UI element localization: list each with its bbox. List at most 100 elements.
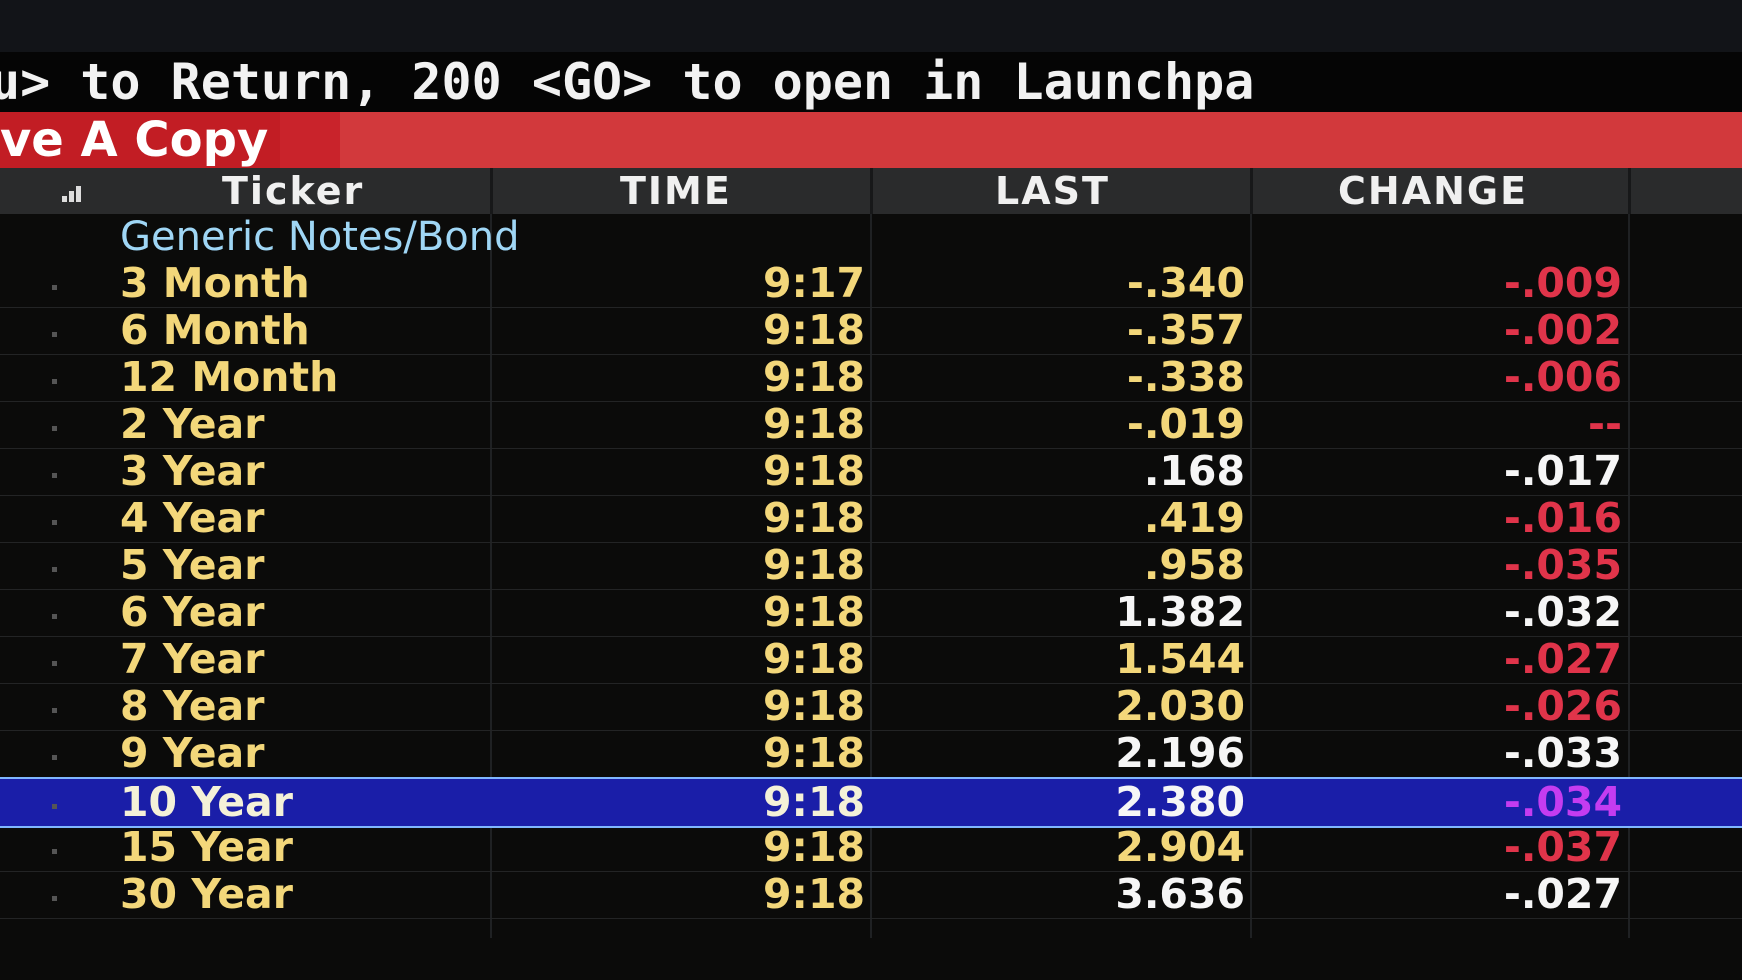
last: 2.380	[1115, 778, 1245, 826]
table-row: 6 Month 9:18 -.357 -.002	[0, 307, 1742, 355]
change: -.002	[1503, 306, 1622, 354]
time: 9:18	[763, 353, 865, 401]
time: 9:18	[763, 778, 865, 826]
ticker: 10 Year	[120, 778, 293, 826]
table-row: 30 Year 9:18 3.636 -.027	[0, 871, 1742, 919]
column-separator	[490, 168, 492, 938]
sort-icon	[62, 186, 81, 202]
time: 9:18	[763, 729, 865, 777]
last: -.019	[1126, 400, 1245, 448]
time: 9:18	[763, 870, 865, 918]
change: -.032	[1503, 588, 1622, 636]
time: 9:18	[763, 447, 865, 495]
table-row: 3 Year 9:18 .168 -.017	[0, 448, 1742, 496]
table-row: 15 Year 9:18 2.904 -.037	[0, 824, 1742, 872]
row-marker	[52, 849, 57, 854]
ticker: 6 Month	[120, 306, 310, 354]
time: 9:18	[763, 494, 865, 542]
last: 2.904	[1115, 823, 1245, 871]
change: -.027	[1503, 870, 1622, 918]
row-marker	[52, 567, 57, 572]
change: -.034	[1503, 778, 1622, 826]
last: 1.544	[1115, 635, 1245, 683]
ticker: 3 Month	[120, 259, 310, 307]
header-separator	[1250, 168, 1253, 214]
ticker: 2 Year	[120, 400, 265, 448]
time: 9:18	[763, 682, 865, 730]
ticker: 7 Year	[120, 635, 265, 683]
ticker: 8 Year	[120, 682, 265, 730]
last: -.357	[1126, 306, 1245, 354]
row-marker	[52, 755, 57, 760]
header-separator	[490, 168, 493, 214]
last: .419	[1143, 494, 1245, 542]
ticker: 4 Year	[120, 494, 265, 542]
column-separator	[1250, 168, 1252, 938]
row-marker	[52, 285, 57, 290]
column-header: TIME	[620, 169, 732, 213]
last: .958	[1143, 541, 1245, 589]
command-line: u> to Return, 200 <GO> to open in Launch…	[0, 52, 1742, 112]
change: -.027	[1503, 635, 1622, 683]
column-header: CHANGE	[1338, 169, 1529, 213]
time: 9:18	[763, 306, 865, 354]
column-header: LAST	[995, 169, 1110, 213]
last: -.340	[1126, 259, 1245, 307]
change: -.009	[1503, 259, 1622, 307]
table-row: 2 Year 9:18 -.019 --	[0, 401, 1742, 449]
table-row: 8 Year 9:18 2.030 -.026	[0, 683, 1742, 731]
banner: ve A Copy	[0, 112, 1742, 168]
table-row: 7 Year 9:18 1.544 -.027	[0, 636, 1742, 684]
ticker: 30 Year	[120, 870, 293, 918]
column-separator	[870, 168, 872, 938]
top-band	[0, 0, 1742, 55]
row-marker	[52, 614, 57, 619]
change: -.026	[1503, 682, 1622, 730]
last: -.338	[1126, 353, 1245, 401]
banner-text: ve A Copy	[0, 112, 281, 168]
row-marker	[52, 426, 57, 431]
table-row: 6 Year 9:18 1.382 -.032	[0, 589, 1742, 637]
ticker: 3 Year	[120, 447, 265, 495]
time: 9:18	[763, 588, 865, 636]
row-marker	[52, 661, 57, 666]
row-marker	[52, 379, 57, 384]
change: -.017	[1503, 447, 1622, 495]
table-row: 5 Year 9:18 .958 -.035	[0, 542, 1742, 590]
row-marker	[52, 473, 57, 478]
ticker: 6 Year	[120, 588, 265, 636]
change: --	[1587, 400, 1622, 448]
time: 9:18	[763, 400, 865, 448]
last: 2.196	[1115, 729, 1245, 777]
row-marker	[52, 896, 57, 901]
last: .168	[1143, 447, 1245, 495]
table-row: 4 Year 9:18 .419 -.016	[0, 495, 1742, 543]
table-row: 3 Month 9:17 -.340 -.009	[0, 260, 1742, 308]
row-marker	[52, 520, 57, 525]
header-separator	[1628, 168, 1631, 214]
time: 9:17	[763, 259, 865, 307]
ticker: 9 Year	[120, 729, 265, 777]
time: 9:18	[763, 635, 865, 683]
last: 3.636	[1115, 870, 1245, 918]
group-label: Generic Notes/Bond	[120, 214, 520, 260]
ticker: 12 Month	[120, 353, 339, 401]
table-row: 9 Year 9:18 2.196 -.033	[0, 730, 1742, 778]
last: 2.030	[1115, 682, 1245, 730]
header-separator	[870, 168, 873, 214]
row-marker	[52, 708, 57, 713]
change: -.035	[1503, 541, 1622, 589]
time: 9:18	[763, 541, 865, 589]
ticker: 5 Year	[120, 541, 265, 589]
ticker: 15 Year	[120, 823, 293, 871]
row-marker	[52, 332, 57, 337]
column-header: Ticker	[222, 169, 365, 213]
change: -.033	[1503, 729, 1622, 777]
row-marker	[52, 804, 57, 809]
last: 1.382	[1115, 588, 1245, 636]
selected-row: 10 Year 9:18 2.380 -.034	[0, 777, 1742, 828]
change: -.037	[1503, 823, 1622, 871]
change: -.006	[1503, 353, 1622, 401]
column-separator	[1628, 168, 1630, 938]
